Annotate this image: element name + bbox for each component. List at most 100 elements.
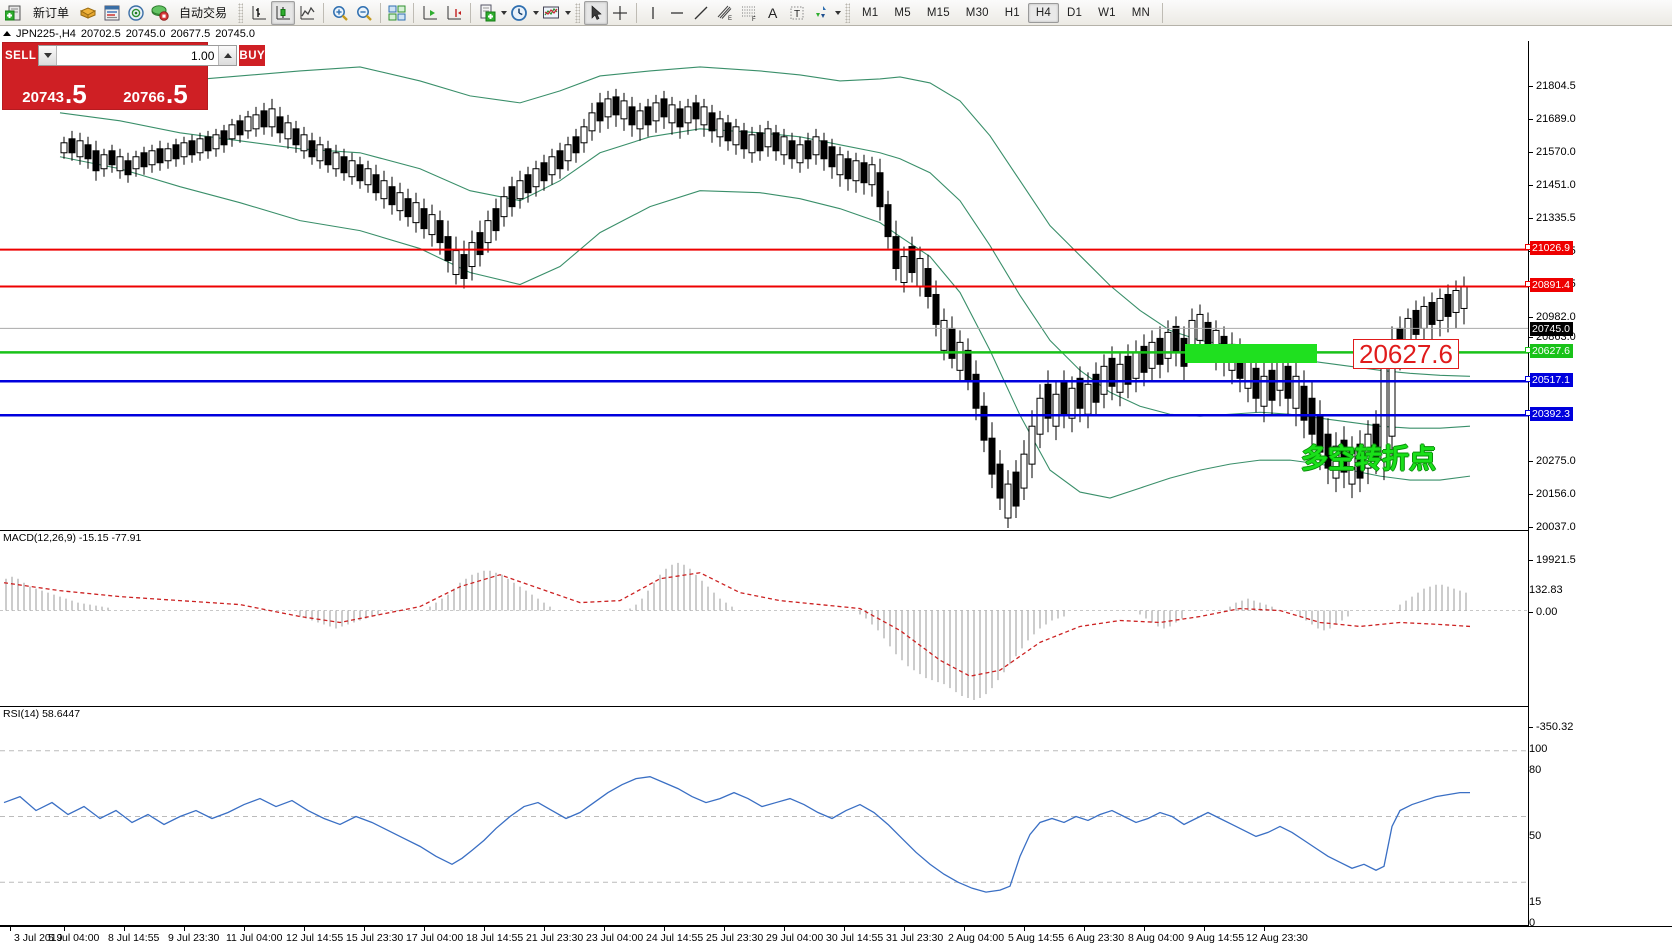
time-mark: [544, 927, 545, 931]
new-order-button[interactable]: 新订单: [26, 1, 76, 25]
toolbar-grip[interactable]: [238, 2, 244, 23]
level-tag-20517[interactable]: 20517.1: [1530, 373, 1573, 387]
price-scale[interactable]: 21804.5 21689.0 21570.0 21451.0 21335.5 …: [1525, 41, 1672, 929]
text-icon[interactable]: A: [761, 1, 785, 25]
line-chart-icon[interactable]: [295, 1, 319, 25]
symbol-info-bar: JPN225-,H4 20702.5 20745.0 20677.5 20745…: [0, 26, 1672, 41]
price-tick: 21689.0: [1529, 113, 1576, 125]
price-chart-svg: [0, 66, 1528, 529]
new-order-icon[interactable]: [2, 1, 26, 25]
volume-decrease-button[interactable]: [39, 46, 58, 65]
indicators-chevron-down-icon[interactable]: [565, 10, 572, 15]
auto-scroll-icon[interactable]: [442, 1, 466, 25]
show-all-icon[interactable]: [76, 1, 100, 25]
toolbar-grip-3[interactable]: [845, 2, 851, 23]
zoom-in-icon[interactable]: [328, 1, 352, 25]
price-tick: 21335.5: [1529, 212, 1576, 224]
timeframe-m15[interactable]: M15: [926, 6, 950, 19]
chart-area[interactable]: MACD(12,26,9) -15.15 -77.91: [0, 41, 1672, 946]
toolbar-separator-4: [470, 2, 472, 23]
buy-price[interactable]: 20766 .5: [106, 68, 205, 107]
sell-price-decimal: .5: [65, 78, 87, 109]
time-mark: [424, 927, 425, 931]
time-label: 6 Aug 23:30: [1068, 932, 1125, 944]
text-label-icon[interactable]: T: [785, 1, 809, 25]
volume-input[interactable]: [57, 46, 219, 65]
time-mark: [904, 927, 905, 931]
sell-price[interactable]: 20743 .5: [5, 68, 104, 107]
timeframe-mn[interactable]: MN: [1131, 6, 1151, 19]
oct-prices-row: 20743 .5 20766 .5: [3, 68, 207, 109]
level-tag-20392[interactable]: 20392.3: [1530, 407, 1573, 421]
turning-point-annotation[interactable]: 多空转折点: [1301, 444, 1436, 475]
time-scale[interactable]: 3 Jul 2019 5 Jul 04:00 8 Jul 14:55 9 Jul…: [0, 926, 1672, 946]
indicators-icon[interactable]: [539, 1, 563, 25]
symbol-label: JPN225-,H4: [16, 27, 76, 40]
time-label: 21 Jul 23:30: [526, 932, 584, 944]
timeframe-m5[interactable]: M5: [894, 6, 911, 19]
level-tag-21026[interactable]: 21026.9: [1530, 241, 1573, 255]
time-label: 17 Jul 04:00: [406, 932, 464, 944]
price-tick: 21570.0: [1529, 146, 1576, 158]
buy-button[interactable]: BUY: [239, 45, 266, 66]
candlestick-icon[interactable]: [271, 0, 296, 25]
time-mark: [664, 927, 665, 931]
price-tick: 21804.5: [1529, 80, 1576, 92]
period-chevron-down-icon[interactable]: [533, 10, 540, 15]
timeframe-h1[interactable]: H1: [1004, 6, 1020, 19]
rsi-pane[interactable]: RSI(14) 58.6447: [0, 707, 1528, 926]
chart-shift-icon[interactable]: [418, 1, 442, 25]
timeframe-w1[interactable]: W1: [1098, 6, 1116, 19]
price-pane[interactable]: [0, 41, 1528, 531]
level-tag-20891[interactable]: 20891.4: [1530, 278, 1573, 292]
svg-text:T: T: [794, 9, 800, 20]
shapes-chevron-down-icon[interactable]: [835, 10, 842, 15]
rsi-tick: 80: [1529, 764, 1542, 776]
horizontal-line-icon[interactable]: [665, 1, 689, 25]
volume-increase-button[interactable]: [218, 46, 237, 65]
macd-pane[interactable]: MACD(12,26,9) -15.15 -77.91: [0, 531, 1528, 707]
bar-chart-icon[interactable]: [247, 1, 271, 25]
timeframe-h4[interactable]: H4: [1027, 2, 1059, 23]
price-annotation-box[interactable]: 20627.6: [1353, 339, 1459, 370]
collapse-triangle-icon[interactable]: [3, 31, 11, 36]
templates-icon[interactable]: [475, 1, 499, 25]
trendline-icon[interactable]: [689, 1, 713, 25]
price-tick: 21451.0: [1529, 179, 1576, 191]
time-mark: [124, 927, 125, 931]
time-mark: [1084, 927, 1085, 931]
volume-stepper[interactable]: [38, 45, 238, 66]
price-tick: 20275.0: [1529, 455, 1576, 467]
tile-windows-icon[interactable]: [385, 1, 409, 25]
buy-price-integer: 20766: [123, 89, 166, 106]
time-mark: [244, 927, 245, 931]
period-icon[interactable]: [507, 1, 531, 25]
level-tag-last-price[interactable]: 20745.0: [1530, 322, 1573, 336]
timeframe-d1[interactable]: D1: [1067, 6, 1083, 19]
time-label: 12 Aug 23:30: [1246, 932, 1308, 944]
fibonacci-icon[interactable]: F: [737, 1, 761, 25]
vertical-line-icon[interactable]: [641, 1, 665, 25]
rsi-tick: 50: [1529, 830, 1542, 842]
price-tick: 20156.0: [1529, 488, 1576, 500]
auto-trading-button[interactable]: 自动交易: [172, 1, 234, 25]
one-click-trading-panel[interactable]: SELL BUY 20743 .5 20766 .5: [2, 42, 266, 110]
toolbar-grip-2[interactable]: [575, 2, 581, 23]
shapes-icon[interactable]: [809, 1, 833, 25]
navigator-icon[interactable]: [124, 1, 148, 25]
highlight-rectangle[interactable]: [1185, 344, 1317, 363]
auto-trading-icon[interactable]: [148, 1, 172, 25]
crosshair-icon[interactable]: [608, 1, 632, 25]
data-window-icon[interactable]: [100, 1, 124, 25]
templates-chevron-down-icon[interactable]: [501, 10, 508, 15]
zoom-out-icon[interactable]: [352, 1, 376, 25]
cursor-icon[interactable]: [584, 0, 609, 25]
elliott-wave-icon[interactable]: E: [713, 1, 737, 25]
level-tag-20627[interactable]: 20627.6: [1530, 344, 1573, 358]
time-mark: [1144, 927, 1145, 931]
sell-button[interactable]: SELL: [5, 45, 37, 66]
timeframe-m1[interactable]: M1: [862, 6, 879, 19]
timeframe-m30[interactable]: M30: [965, 6, 989, 19]
time-label: 11 Jul 04:00: [226, 932, 283, 944]
toolbar-separator-5: [636, 2, 638, 23]
